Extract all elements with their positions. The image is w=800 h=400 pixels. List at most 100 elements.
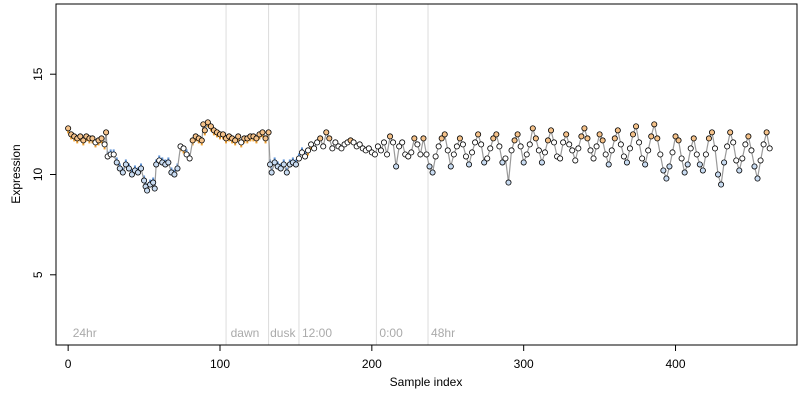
data-point (669, 149, 676, 156)
data-point (220, 131, 227, 138)
data-point (639, 155, 646, 162)
data-point (505, 179, 512, 186)
data-point (459, 141, 466, 148)
data-point (268, 169, 275, 176)
data-point (469, 149, 476, 156)
annotation-label: 24hr (73, 326, 97, 340)
x-axis-title: Sample index (390, 375, 463, 389)
data-point (144, 187, 151, 194)
data-point (429, 169, 436, 176)
data-point (487, 145, 494, 152)
data-point (329, 145, 336, 152)
data-point (602, 151, 609, 158)
data-point (572, 157, 579, 164)
data-point (617, 141, 624, 148)
data-point (636, 139, 643, 146)
data-point (89, 135, 96, 142)
data-point (262, 135, 269, 142)
data-point (174, 165, 181, 172)
data-point (320, 143, 327, 150)
data-point (232, 137, 239, 144)
data-point (128, 171, 135, 178)
annotation-label: 48hr (431, 326, 455, 340)
data-point (186, 155, 193, 162)
y-axis: 5 10 15 (31, 67, 57, 278)
data-point (384, 151, 391, 158)
x-axis: 0 100 200 300 400 (65, 344, 686, 371)
y-tick-label: 10 (31, 168, 45, 182)
data-point (754, 175, 761, 182)
y-tick-label: 15 (31, 67, 45, 81)
data-point (423, 151, 430, 158)
data-point (718, 181, 725, 188)
data-point (654, 135, 661, 142)
data-points (65, 119, 773, 194)
data-point (308, 141, 315, 148)
data-point (456, 135, 463, 142)
data-point (426, 163, 433, 170)
data-point (705, 135, 712, 142)
data-point (153, 161, 160, 168)
data-point (529, 125, 536, 132)
data-point (280, 161, 287, 168)
data-point (766, 145, 773, 152)
data-point (171, 171, 178, 178)
data-point (374, 143, 381, 150)
data-point (475, 131, 482, 138)
data-point (614, 127, 621, 134)
data-point (623, 159, 630, 166)
data-point (712, 145, 719, 152)
data-point (508, 147, 515, 154)
annotation-label: dawn (231, 326, 260, 340)
data-point (356, 141, 363, 148)
data-point (484, 155, 491, 162)
data-point (292, 161, 299, 168)
data-point (620, 153, 627, 160)
data-point (350, 139, 357, 146)
data-point (633, 123, 640, 130)
data-point (271, 159, 278, 166)
data-point (599, 137, 606, 144)
data-point (317, 135, 324, 142)
data-point (98, 135, 105, 142)
data-point (551, 139, 558, 146)
data-point (380, 139, 387, 146)
data-point (645, 147, 652, 154)
data-point (314, 139, 321, 146)
data-point (511, 137, 518, 144)
data-point (757, 157, 764, 164)
data-point (590, 155, 597, 162)
data-point (742, 141, 749, 148)
time-dividers (225, 4, 429, 345)
data-point (557, 155, 564, 162)
data-point (283, 169, 290, 176)
data-point (277, 165, 284, 172)
data-point (708, 129, 715, 136)
data-point (584, 135, 591, 142)
data-point (544, 137, 551, 144)
data-point (141, 177, 148, 184)
data-point (295, 155, 302, 162)
data-point (626, 145, 633, 152)
data-point (77, 133, 84, 140)
data-point (727, 129, 734, 136)
data-point (377, 147, 384, 154)
x-tick-label: 200 (362, 357, 382, 371)
data-point (657, 151, 664, 158)
data-point (138, 165, 145, 172)
data-point (332, 139, 339, 146)
data-point (748, 147, 755, 154)
data-point (630, 131, 637, 138)
data-point (648, 133, 655, 140)
data-point (690, 135, 697, 142)
y-axis-title: Expression (9, 144, 23, 203)
data-point (259, 129, 266, 136)
data-point (578, 133, 585, 140)
data-point (405, 153, 412, 160)
data-point (733, 157, 740, 164)
data-point (611, 135, 618, 142)
data-point (496, 143, 503, 150)
data-point (538, 159, 545, 166)
data-point (441, 131, 448, 138)
y-tick-label: 5 (31, 271, 45, 278)
